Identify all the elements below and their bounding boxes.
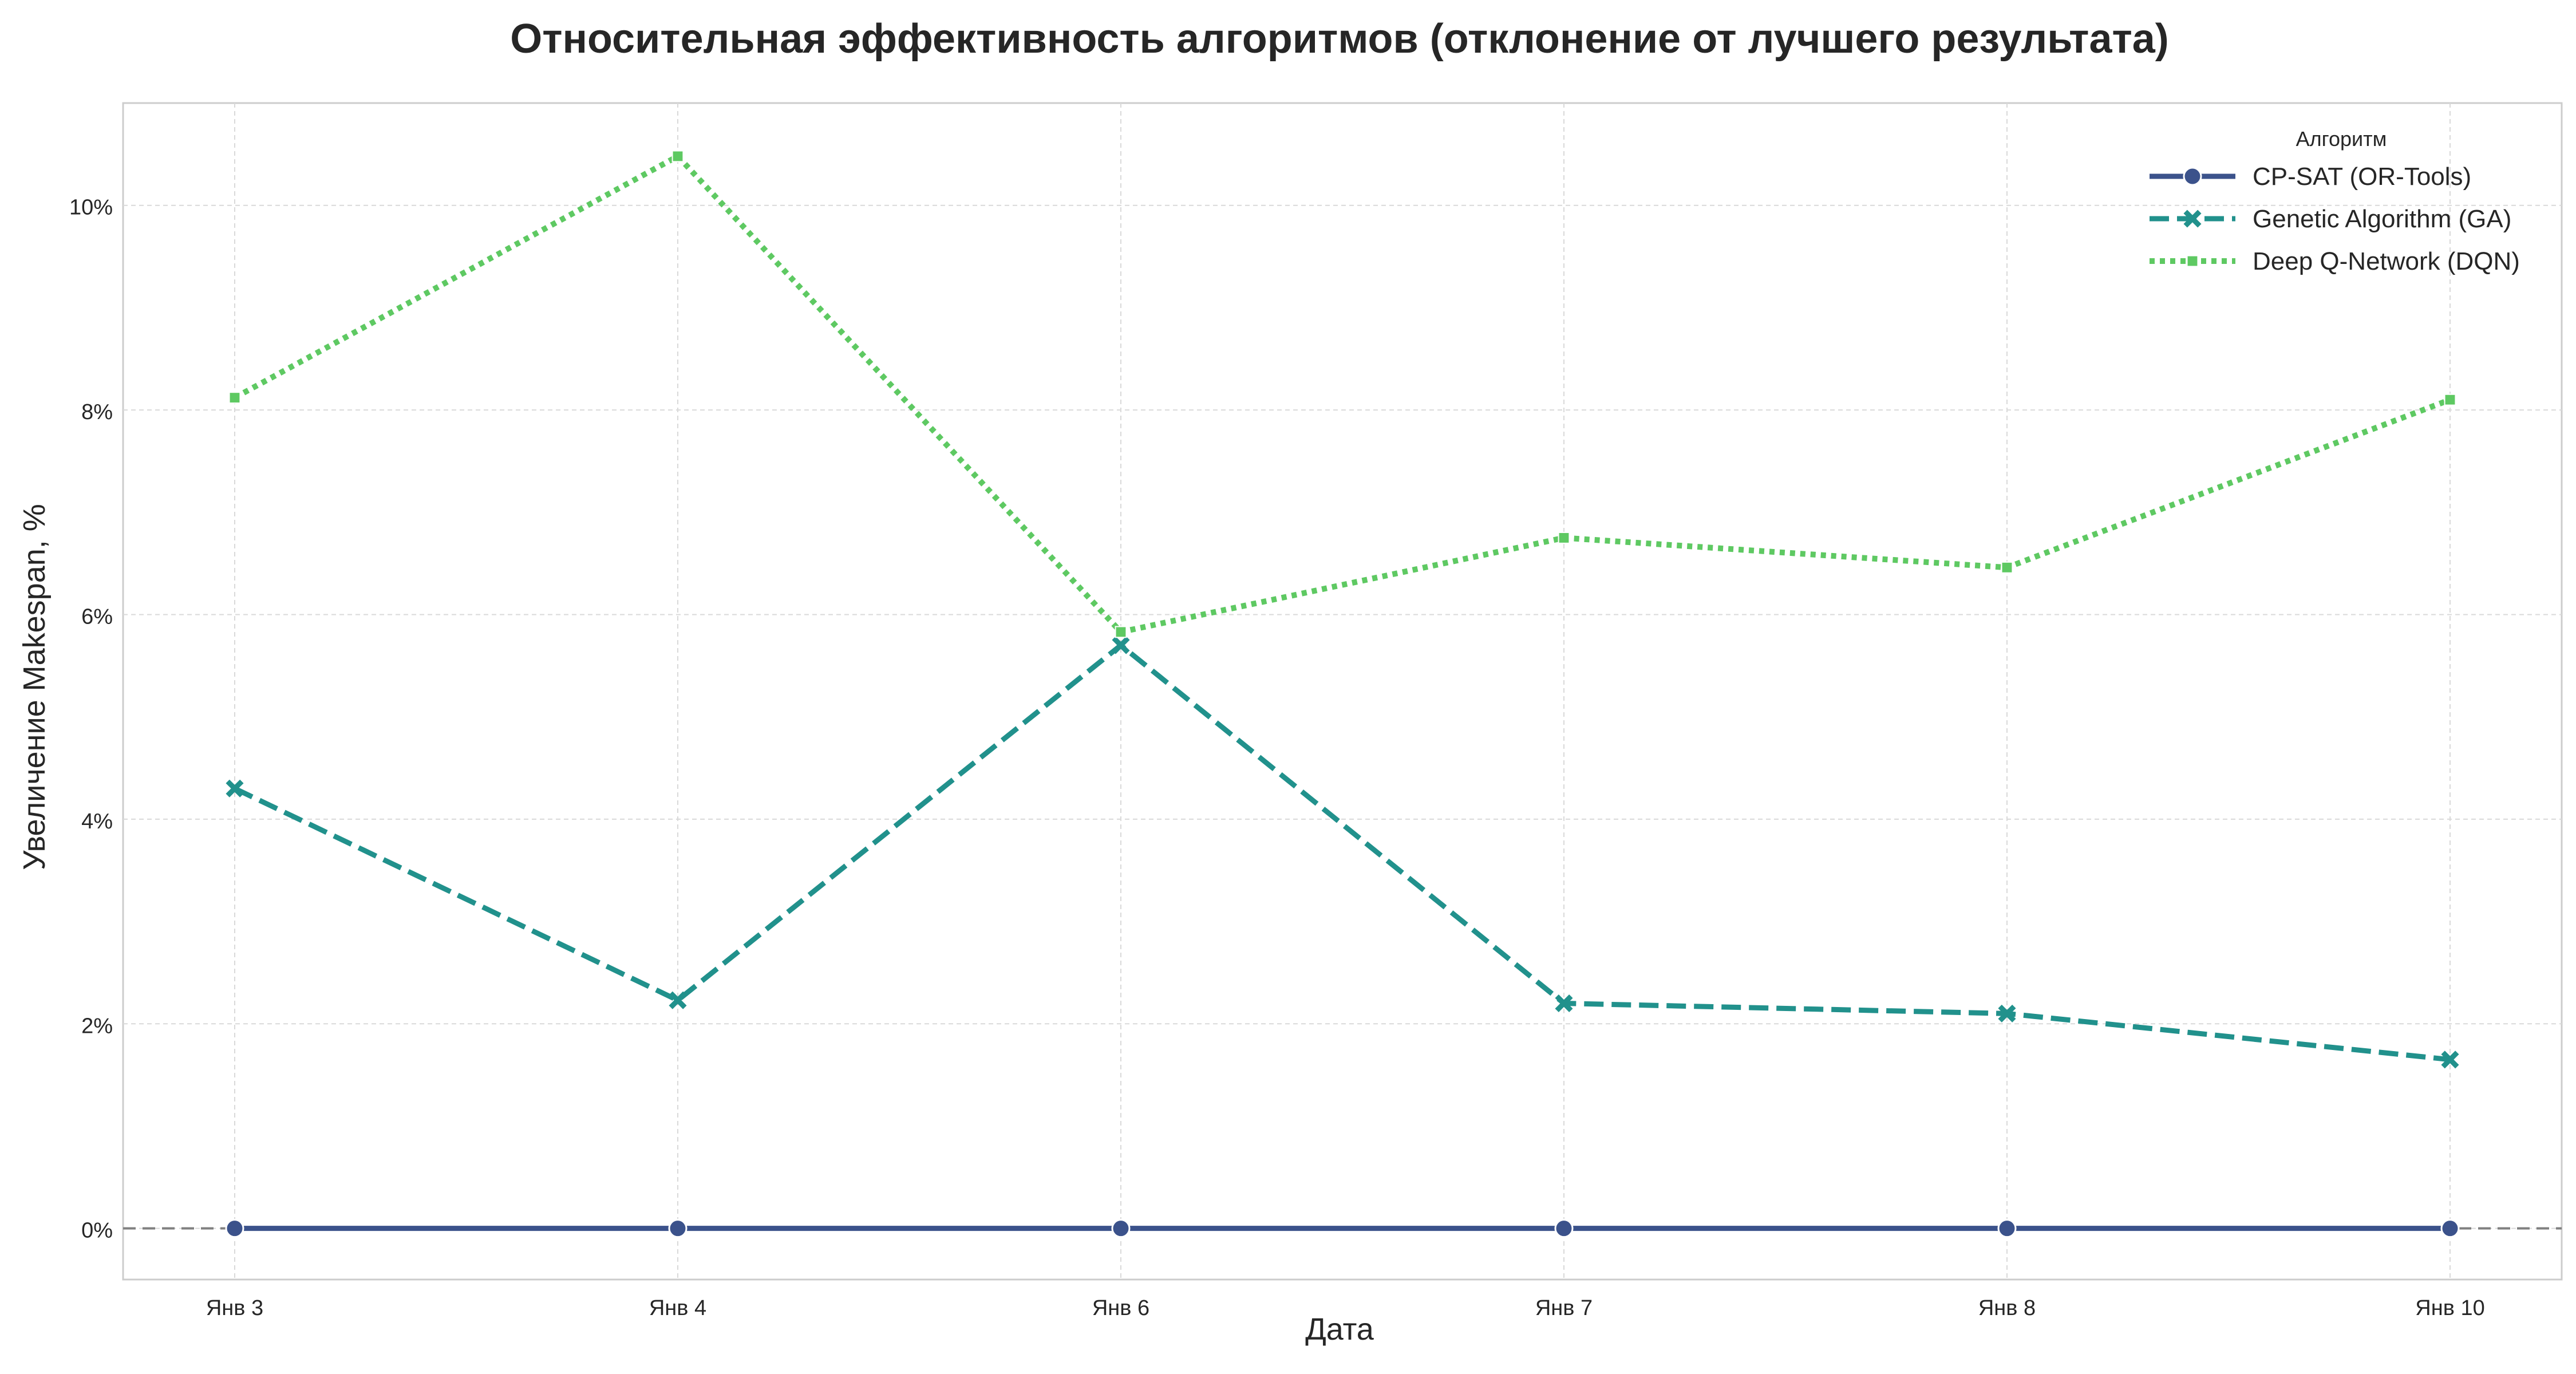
x-tick-label: Янв 6 — [1092, 1296, 1149, 1320]
series-1-point — [1997, 1219, 2017, 1238]
y-tick-label: 0% — [81, 1219, 113, 1243]
y-tick-label: 6% — [81, 605, 113, 629]
series-2-point-stroke — [1112, 636, 1130, 654]
series-2-point-stroke — [669, 991, 687, 1009]
y-axis-label: Увеличение Makespan, % — [17, 504, 52, 870]
y-tick-label: 10% — [69, 196, 113, 220]
legend-title: Алгоритм — [2296, 127, 2387, 151]
x-tick-label: Янв 3 — [206, 1296, 263, 1320]
series-3-point — [228, 392, 241, 404]
series-2-point-stroke — [1998, 1004, 2016, 1022]
series-1-point — [225, 1219, 244, 1238]
series-3-point — [1115, 626, 1127, 638]
series-2-point — [1998, 1004, 2016, 1022]
series-2-point-stroke — [2441, 1051, 2459, 1069]
plot-frame — [122, 102, 2563, 1281]
legend-label-3: Deep Q-Network (DQN) — [2253, 247, 2520, 275]
series-2-point-stroke — [226, 779, 244, 797]
legend-label-2: Genetic Algorithm (GA) — [2253, 205, 2511, 233]
series-2-point-stroke — [1555, 994, 1573, 1013]
x-tick-label: Янв 4 — [649, 1296, 706, 1320]
legend-marker-2-stroke — [2183, 210, 2202, 228]
series-3-point — [2444, 393, 2456, 406]
series-line-3 — [233, 153, 2451, 635]
series-2-point — [1112, 636, 1130, 654]
series-1-point — [668, 1219, 688, 1238]
series-3-point — [671, 150, 684, 163]
x-tick-label: Янв 10 — [2415, 1296, 2484, 1320]
plot-area: 0% 2% 4% 6% 8% 10% Янв 3 Янв 4 Янв 6 Янв 7 Янв 8 Ян… — [69, 102, 2563, 1320]
series-2-point — [1555, 994, 1573, 1013]
legend-marker-1 — [2183, 167, 2202, 186]
legend-marker-2 — [2183, 210, 2202, 228]
y-tick-label: 8% — [81, 400, 113, 424]
series-1-point — [1111, 1219, 1131, 1238]
series-2-point — [2441, 1051, 2459, 1069]
series-3-point — [2001, 561, 2013, 574]
x-tick-label: Янв 8 — [1978, 1296, 2036, 1320]
series-line-2 — [234, 642, 2451, 1063]
y-tick-label: 4% — [81, 810, 113, 834]
series-1-point — [2440, 1219, 2460, 1238]
y-tick-label: 2% — [81, 1014, 113, 1038]
x-axis-label: Дата — [1305, 1312, 1374, 1347]
series-3-point — [1558, 532, 1570, 544]
chart-title: Относительная эффективность алгоритмов (… — [510, 16, 2169, 62]
legend-label-1: CP-SAT (OR-Tools) — [2253, 163, 2471, 191]
legend-marker-3 — [2186, 255, 2199, 267]
x-tick-label: Янв 7 — [1535, 1296, 1593, 1320]
series-2-point — [226, 779, 244, 797]
series-2-point — [669, 991, 687, 1009]
chart-legend: Алгоритм CP-SAT (OR-Tools) Genetic Algorit… — [2150, 127, 2520, 275]
series-1-point — [1554, 1219, 1574, 1238]
